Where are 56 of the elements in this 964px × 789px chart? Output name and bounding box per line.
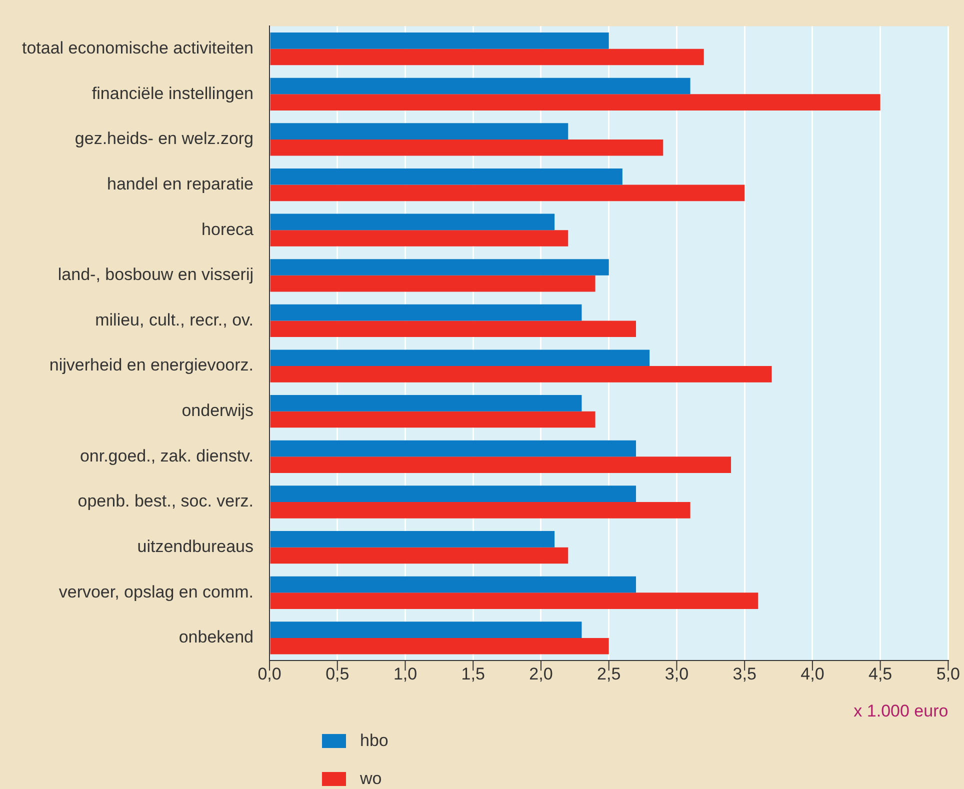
y-tick-label: financiële instellingen — [92, 84, 254, 103]
legend-label: wo — [360, 769, 382, 789]
x-tick-label: 5,0 — [936, 664, 960, 684]
bar — [270, 123, 568, 140]
bar — [270, 502, 690, 518]
y-tick-label: onderwijs — [182, 401, 254, 420]
bar — [270, 230, 568, 246]
bar — [270, 592, 758, 609]
x-tick-label: 4,0 — [800, 664, 824, 684]
bar — [270, 320, 636, 338]
y-tick-label: onbekend — [178, 628, 254, 647]
y-tick-label: onr.goed., zak. dienstv. — [80, 446, 254, 466]
x-tick-label: 4,5 — [868, 664, 892, 684]
y-tick-label: vervoer, opslag en comm. — [58, 582, 254, 602]
bar — [270, 576, 636, 593]
bar — [270, 184, 745, 202]
y-tick-label: nijverheid en energievoorz. — [49, 356, 254, 375]
bar — [270, 32, 609, 49]
bar — [270, 94, 880, 110]
bar — [270, 259, 609, 276]
bar — [270, 547, 568, 564]
y-tick-label: totaal economische activiteiten — [22, 38, 254, 58]
y-tick-label: horeca — [202, 220, 254, 239]
bar — [270, 304, 582, 321]
bar — [270, 440, 636, 457]
bar — [270, 395, 582, 412]
bar — [270, 622, 582, 638]
x-tick-label: 3,5 — [732, 664, 756, 684]
text: x 1.000 euro — [854, 701, 948, 720]
x-tick-label: 0,5 — [326, 664, 350, 684]
x-tick-label: 1,0 — [393, 664, 418, 684]
bar — [270, 456, 732, 473]
x-tick-label: 2,5 — [597, 664, 621, 684]
x-tick-label: 0,0 — [258, 664, 282, 684]
bar — [270, 411, 596, 428]
bar — [270, 48, 704, 66]
bar — [270, 139, 664, 156]
x-tick-label: 3,0 — [664, 664, 689, 684]
y-tick-label: gez.heids- en welz.zorg — [74, 129, 254, 148]
bar — [270, 214, 555, 230]
bar — [270, 366, 772, 382]
bar — [270, 275, 596, 292]
y-tick-label: openb. best., soc. verz. — [78, 492, 254, 511]
bar — [270, 168, 622, 185]
legend-label: hbo — [360, 731, 388, 751]
x-tick-label: 2,0 — [529, 664, 553, 684]
bar — [270, 638, 609, 654]
y-tick-label: handel en reparatie — [107, 174, 254, 194]
bar — [270, 78, 690, 94]
bar — [270, 531, 555, 548]
y-tick-label: uitzendbureaus — [137, 537, 254, 556]
y-tick-label: land-, bosbouw en visserij — [58, 265, 254, 284]
x-tick-label: 1,5 — [461, 664, 485, 684]
y-tick-label: milieu, cult., recr., ov. — [95, 310, 254, 330]
bar — [270, 350, 650, 366]
bar — [270, 486, 636, 502]
